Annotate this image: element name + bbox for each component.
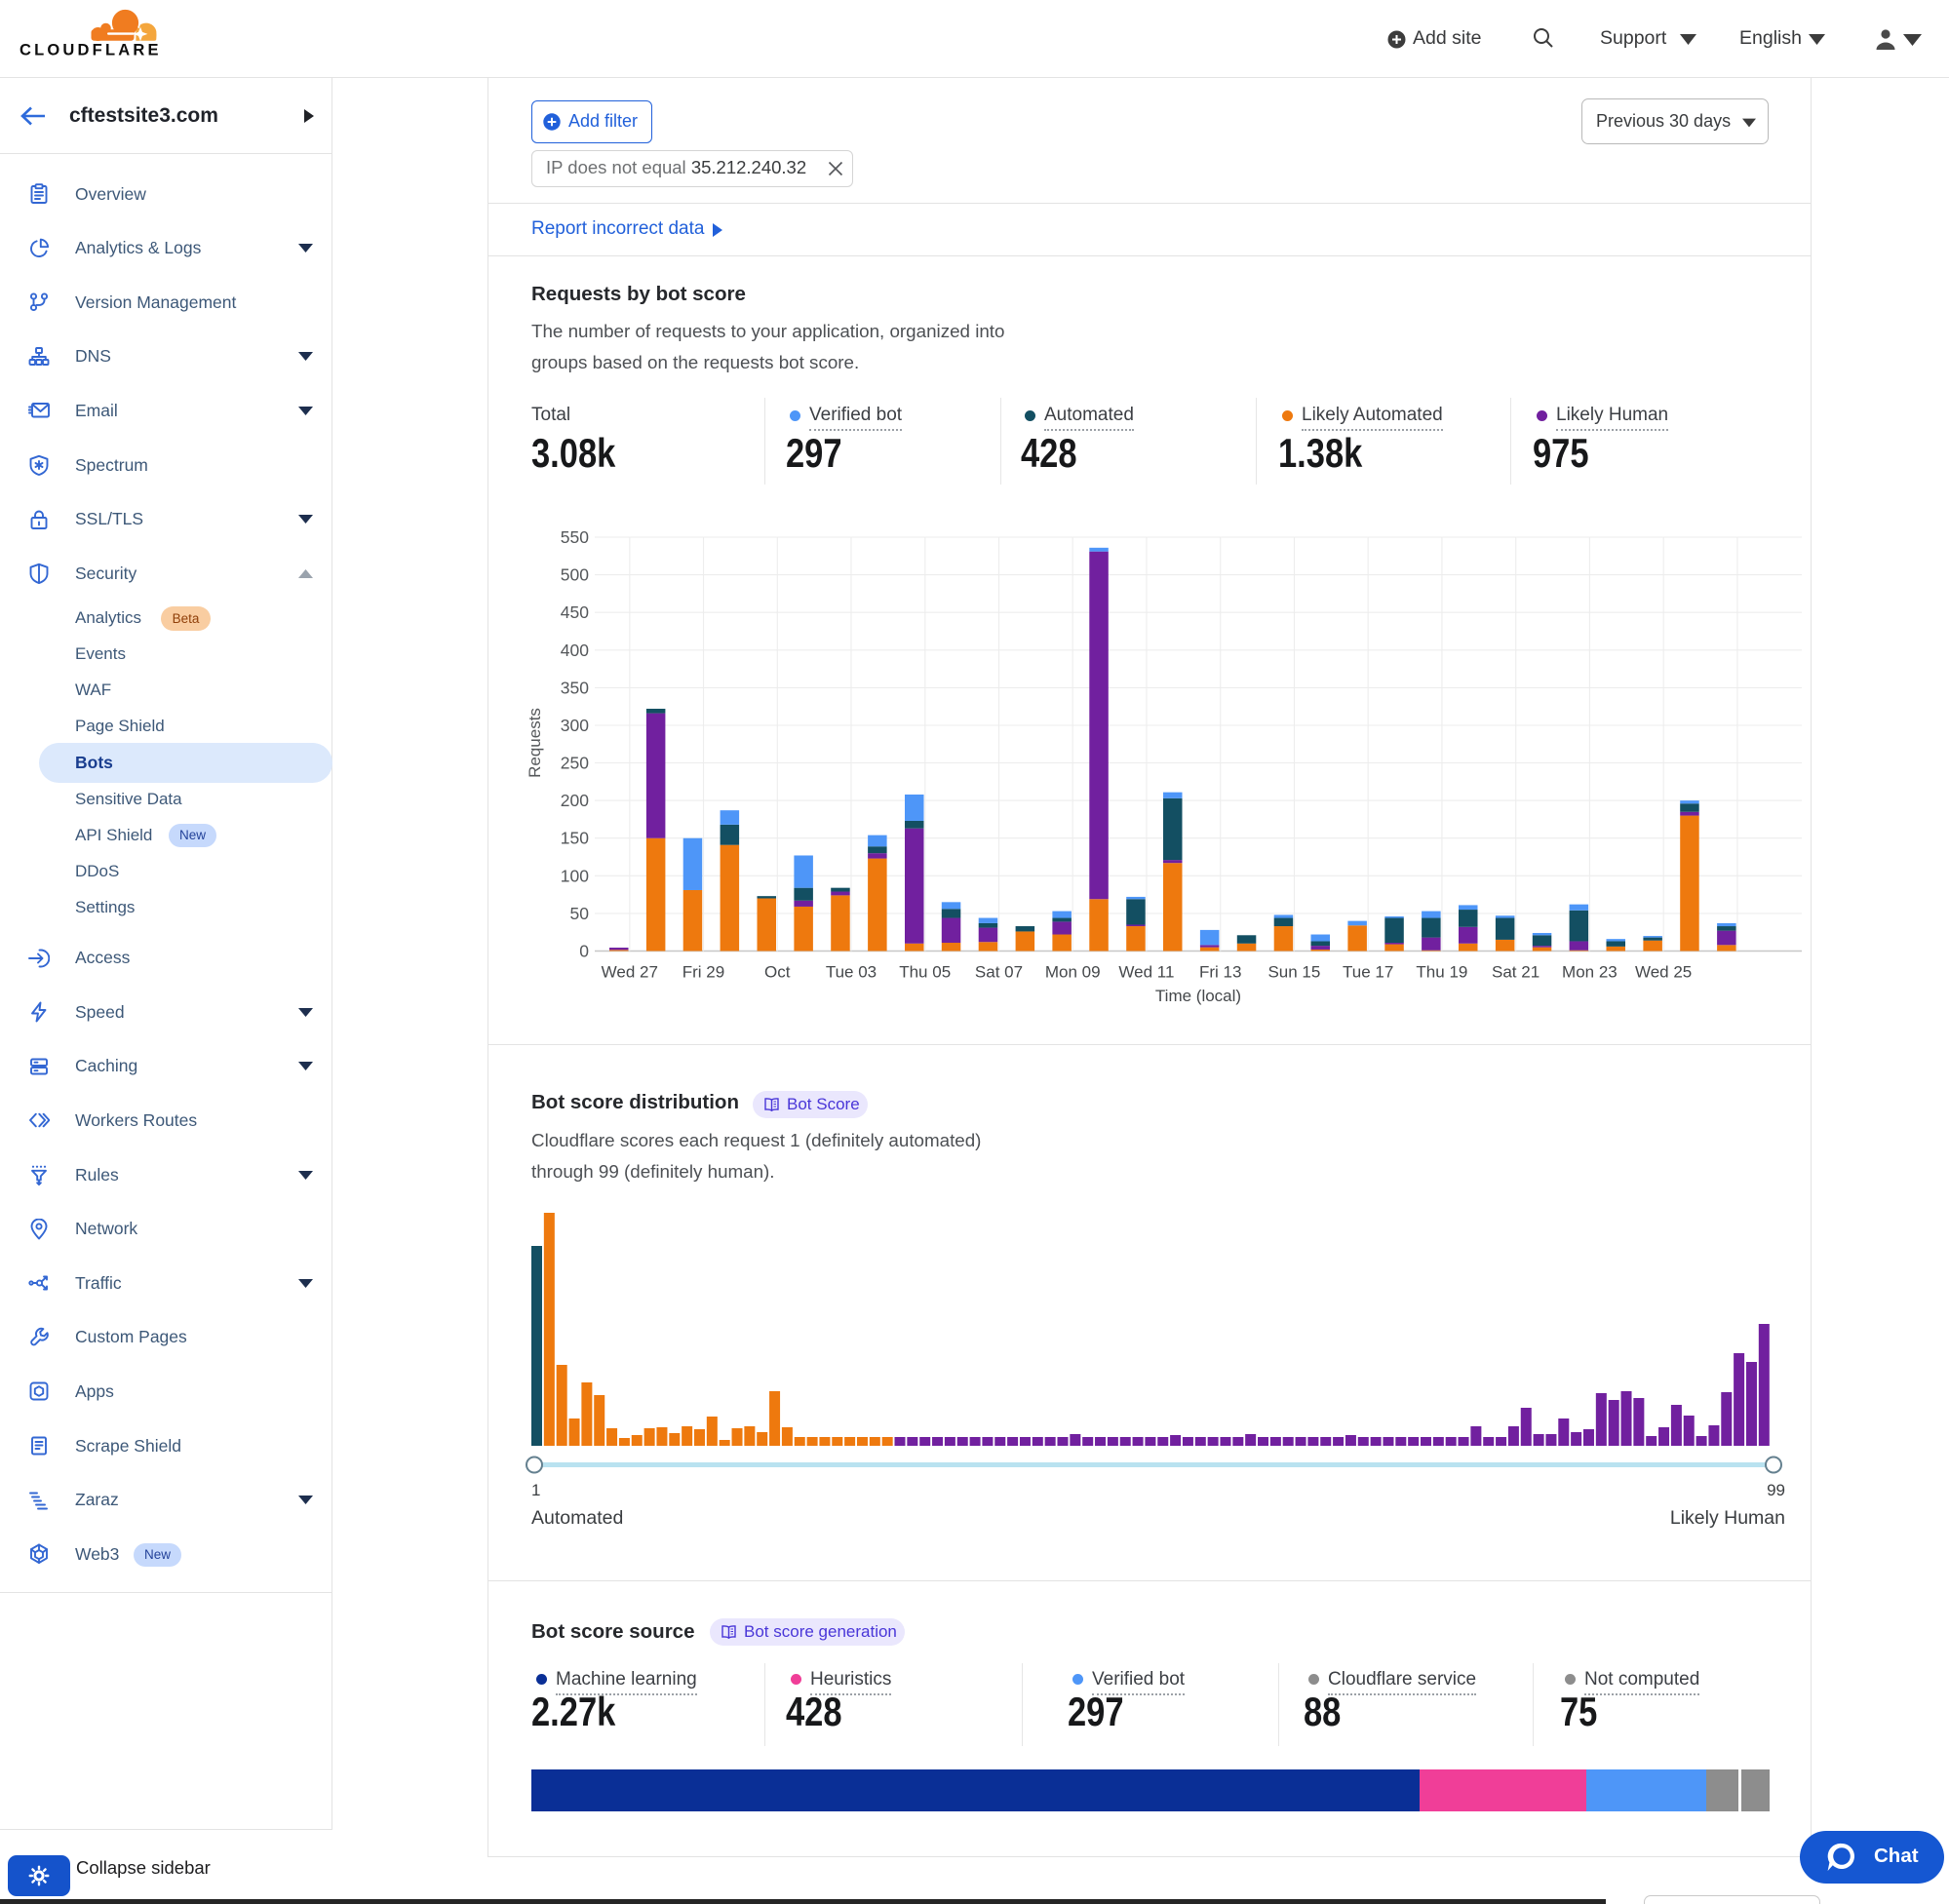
svg-text:Tue 17: Tue 17 [1343, 963, 1393, 982]
svg-text:Fri 29: Fri 29 [682, 963, 724, 982]
svg-text:Fri 13: Fri 13 [1199, 963, 1241, 982]
svg-text:Sat 21: Sat 21 [1492, 963, 1540, 982]
svg-text:0: 0 [579, 942, 589, 961]
svg-text:Sun 15: Sun 15 [1267, 963, 1320, 982]
svg-text:100: 100 [561, 866, 589, 885]
svg-text:Wed 11: Wed 11 [1118, 963, 1174, 982]
svg-text:Mon 23: Mon 23 [1562, 963, 1618, 982]
svg-text:Mon 09: Mon 09 [1045, 963, 1101, 982]
svg-text:Time (local): Time (local) [1155, 987, 1241, 1005]
svg-text:Sat 07: Sat 07 [975, 963, 1023, 982]
svg-text:400: 400 [561, 641, 589, 660]
svg-text:Thu 19: Thu 19 [1416, 963, 1467, 982]
svg-text:500: 500 [561, 565, 589, 585]
svg-text:Tue 03: Tue 03 [826, 963, 877, 982]
svg-text:Thu 05: Thu 05 [899, 963, 951, 982]
svg-text:250: 250 [561, 754, 589, 773]
svg-text:Wed 25: Wed 25 [1635, 963, 1692, 982]
svg-text:50: 50 [570, 904, 590, 923]
svg-text:CLOUDFLARE: CLOUDFLARE [19, 42, 162, 59]
svg-text:Oct: Oct [764, 963, 791, 982]
svg-text:200: 200 [561, 791, 589, 810]
svg-text:Wed 27: Wed 27 [602, 963, 658, 982]
svg-text:150: 150 [561, 829, 589, 848]
svg-text:550: 550 [561, 527, 589, 547]
svg-text:450: 450 [561, 602, 589, 622]
svg-text:350: 350 [561, 678, 589, 697]
svg-text:300: 300 [561, 716, 589, 735]
svg-text:Requests: Requests [526, 708, 544, 778]
